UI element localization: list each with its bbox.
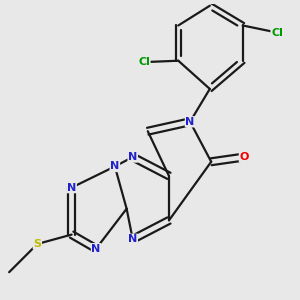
Text: N: N bbox=[128, 234, 137, 244]
Text: Cl: Cl bbox=[271, 28, 283, 38]
Text: N: N bbox=[92, 244, 101, 254]
Text: N: N bbox=[67, 183, 76, 193]
Text: N: N bbox=[185, 117, 195, 127]
Text: N: N bbox=[128, 152, 137, 162]
Text: N: N bbox=[110, 161, 119, 171]
Text: Cl: Cl bbox=[138, 57, 150, 67]
Text: S: S bbox=[33, 239, 41, 249]
Text: O: O bbox=[239, 152, 249, 162]
